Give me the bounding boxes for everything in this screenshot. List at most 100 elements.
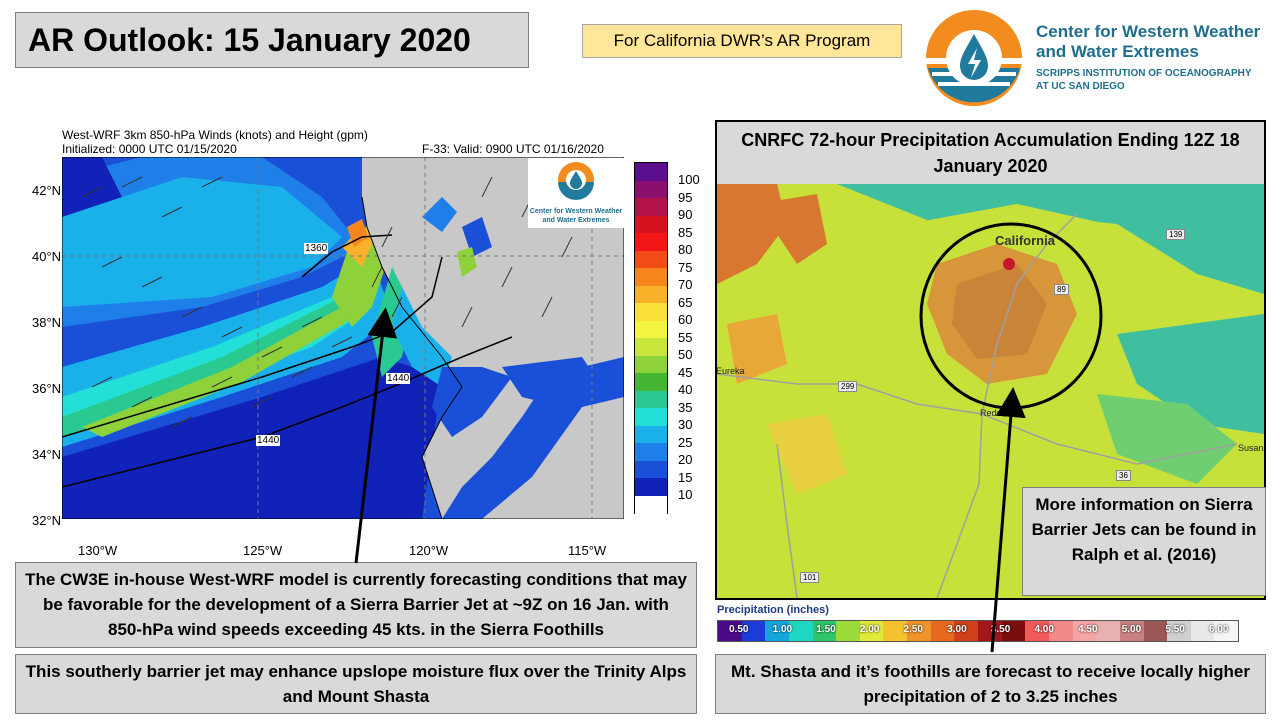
- cnrfc-title: CNRFC 72-hour Precipitation Accumulation…: [717, 122, 1264, 184]
- logo-sub-line1: SCRIPPS INSTITUTION OF OCEANOGRAPHY: [1036, 68, 1252, 79]
- colorbar-label: 25: [678, 434, 693, 450]
- program-tag: For California DWR’s AR Program: [582, 24, 902, 58]
- precip-swatch: [1096, 621, 1120, 641]
- lon-label: 115°W: [568, 543, 607, 558]
- colorbar-swatch: [635, 460, 667, 479]
- place-label-eureka: Eureka: [716, 366, 745, 376]
- precip-swatch: [741, 621, 766, 641]
- precip-swatch: [1167, 621, 1191, 641]
- colorbar-labels: 100 95 90 85 80 75 70 65 60 55 50 45 40 35 30 25 20 15 10: [678, 172, 708, 512]
- precip-swatch: [930, 621, 955, 641]
- colorbar-swatch: [635, 215, 667, 234]
- highway-shield: 89: [1054, 284, 1069, 295]
- colorbar-label: 80: [678, 242, 693, 257]
- colorbar-swatch: [635, 268, 667, 286]
- colorbar-swatch: [635, 180, 667, 199]
- precip-swatch: [859, 621, 884, 641]
- colorbar-label: 70: [678, 277, 693, 292]
- precip-swatch: [1048, 621, 1073, 641]
- colorbar-label: 60: [678, 312, 693, 327]
- barrier-jet-box: This southerly barrier jet may enhance u…: [15, 654, 697, 714]
- colorbar-swatch: [635, 355, 667, 374]
- ralph-reference-box: More information on Sierra Barrier Jets …: [1022, 487, 1266, 596]
- colorbar-label: 15: [678, 469, 693, 485]
- precip-legend-label: 5.00: [1121, 624, 1142, 635]
- colorbar-swatch: [635, 390, 667, 409]
- cw3e-forecast-box: The CW3E in-house West-WRF model is curr…: [15, 562, 697, 648]
- contour-label: 1440: [386, 373, 411, 384]
- cw3e-logo-icon: [926, 10, 1022, 106]
- precip-color-bar: [717, 620, 1239, 642]
- logo-name-line1: Center for Western Weather: [1036, 22, 1261, 41]
- slide-title: AR Outlook: 15 January 2020: [15, 12, 529, 68]
- cw3e-logo-icon: [558, 162, 594, 200]
- precip-legend-label: 4.50: [1078, 624, 1098, 635]
- inset-logo-line1: Center for Western Weather: [529, 208, 623, 215]
- colorbar-swatch: [635, 443, 667, 461]
- precip-swatch: [954, 621, 979, 641]
- colorbar-swatch: [635, 425, 667, 444]
- precip-swatch: [1143, 621, 1168, 641]
- colorbar-swatch: [635, 478, 667, 496]
- place-label-redding: Redding: [980, 408, 1014, 418]
- precip-legend-label: 2.50: [903, 624, 923, 635]
- precip-swatch: [1072, 621, 1097, 641]
- shasta-precip-box: Mt. Shasta and it’s foothills are foreca…: [715, 654, 1266, 714]
- precip-swatch: [718, 621, 742, 641]
- colorbar-swatch: [635, 233, 667, 251]
- colorbar-label: 55: [678, 329, 693, 345]
- precip-swatch: [883, 621, 908, 641]
- colorbar-label: 35: [678, 399, 693, 415]
- lat-label: 42°N: [32, 183, 62, 198]
- inset-logo-line2: and Water Extremes: [542, 217, 610, 224]
- precip-legend-label: 0.50: [729, 624, 749, 635]
- colorbar-swatch: [635, 198, 667, 216]
- wrf-wind-map: [62, 157, 624, 519]
- colorbar-label: 45: [678, 364, 693, 380]
- contour-label: 1440: [256, 435, 281, 446]
- precip-swatch: [1025, 621, 1049, 641]
- precip-legend-label: 1.50: [816, 624, 836, 635]
- colorbar-label: 100: [678, 172, 700, 187]
- colorbar-swatch: [635, 373, 667, 391]
- precip-legend-labels: 0.50 1.00 1.50 2.00 2.50 3.00 3.50 4.00 4.50 5.00…: [717, 624, 1239, 640]
- place-label-california: California: [995, 233, 1055, 248]
- cw3e-logo: Center for Western Weather and Water Ext…: [924, 6, 1274, 110]
- lat-label: 36°N: [32, 381, 62, 396]
- colorbar-swatch: [635, 495, 667, 514]
- wrf-init-time: Initialized: 0000 UTC 01/15/2020: [62, 142, 237, 156]
- precip-swatch: [907, 621, 931, 641]
- colorbar-swatch: [635, 163, 667, 181]
- highway-shield: 36: [1116, 470, 1131, 481]
- colorbar-label: 90: [678, 207, 693, 222]
- wrf-valid-time: F-33: Valid: 0900 UTC 01/16/2020: [422, 142, 604, 156]
- colorbar-label: 30: [678, 417, 693, 432]
- lat-label: 40°N: [32, 249, 62, 264]
- colorbar-label: 10: [678, 487, 693, 502]
- colorbar-label: 85: [678, 224, 693, 240]
- colorbar-label: 95: [678, 189, 693, 205]
- precip-swatch: [765, 621, 789, 641]
- colorbar-label: 75: [678, 259, 693, 275]
- wrf-map-title: West-WRF 3km 850-hPa Winds (knots) and H…: [62, 128, 368, 142]
- precip-legend-label: 1.00: [772, 624, 793, 635]
- logo-sub-line2: AT UC SAN DIEGO: [1036, 81, 1125, 92]
- precip-legend: Precipitation (inches) 0.50 1.00 1.50 2.00 2…: [715, 604, 1266, 646]
- precip-legend-label: 6.00: [1209, 624, 1229, 635]
- highway-shield: 299: [838, 381, 858, 392]
- logo-name-line2: and Water Extremes: [1036, 42, 1199, 61]
- contour-label: 1360: [304, 243, 329, 254]
- precip-legend-label: 5.50: [1165, 624, 1185, 635]
- cnrfc-precip-panel: [715, 120, 1266, 600]
- colorbar-label: 65: [678, 294, 693, 310]
- colorbar-swatch: [635, 250, 667, 269]
- lon-label: 130°W: [78, 543, 118, 558]
- wind-speed-colorbar: [634, 162, 668, 514]
- wrf-inset-logo: Center for Western Weather and Water Ext…: [528, 158, 624, 228]
- colorbar-swatch: [635, 320, 667, 339]
- lat-label: 32°N: [32, 513, 62, 528]
- precip-swatch: [1214, 621, 1239, 641]
- precip-swatch: [788, 621, 813, 641]
- precip-legend-title: Precipitation (inches): [717, 604, 829, 616]
- lon-label: 120°W: [409, 543, 449, 558]
